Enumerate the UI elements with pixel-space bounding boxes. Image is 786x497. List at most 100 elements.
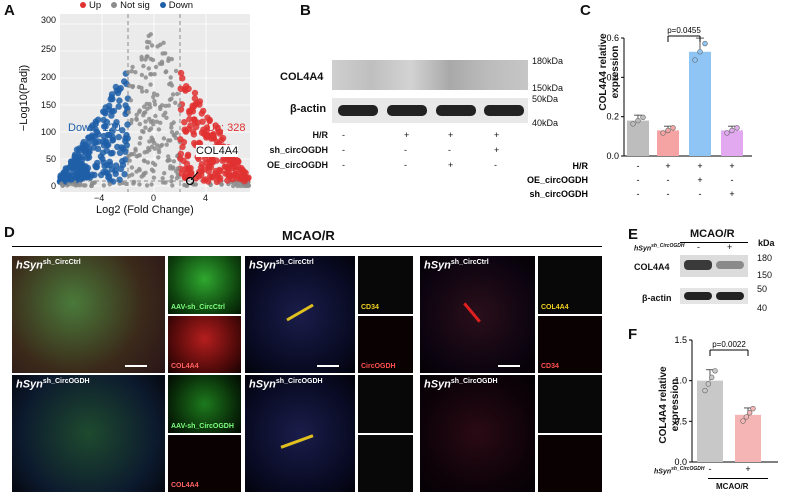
volcano-point xyxy=(156,149,162,155)
volcano-point xyxy=(137,121,142,127)
volcano-points xyxy=(56,32,252,189)
volcano-point xyxy=(134,117,139,122)
volcano-point xyxy=(129,165,135,170)
volcano-point xyxy=(177,136,184,143)
volcano-point xyxy=(219,182,224,187)
x-tick-label: - xyxy=(709,464,712,474)
volcano-point xyxy=(168,166,173,171)
blot-actin xyxy=(332,98,528,123)
volcano-point xyxy=(217,167,224,175)
kda-label: kDa xyxy=(758,238,775,248)
volcano-point xyxy=(121,171,128,178)
volcano-point xyxy=(85,134,92,141)
volcano-point xyxy=(166,138,171,143)
volcano-point xyxy=(205,178,212,185)
micrograph-col4a4-panel: COL4A4 xyxy=(538,256,602,314)
volcano-point xyxy=(99,155,106,163)
volcano-point xyxy=(113,162,120,169)
volcano-point xyxy=(155,143,160,148)
volcano-point xyxy=(177,103,182,108)
volcano-point xyxy=(162,171,167,176)
condition-sign: - xyxy=(699,189,702,199)
legend-notsig: Not sig xyxy=(111,0,150,11)
volcano-point xyxy=(150,139,155,144)
y-tick-label: 0.0 xyxy=(674,457,687,467)
lane-sign: - xyxy=(697,242,700,252)
up-count: Up: 328 xyxy=(207,122,246,134)
volcano-point xyxy=(84,154,91,162)
volcano-point xyxy=(143,75,148,80)
volcano-point xyxy=(101,162,108,170)
data-point xyxy=(750,405,756,412)
volcano-point xyxy=(145,54,150,59)
mw-marker: 50kDa xyxy=(532,94,559,104)
data-point xyxy=(743,414,750,420)
volcano-point xyxy=(170,183,175,188)
volcano-point xyxy=(114,143,121,151)
condition-sign: + xyxy=(697,175,702,185)
e-band-col4a4: COL4A4 xyxy=(634,262,670,272)
volcano-point xyxy=(133,70,138,75)
x-tick: 0 xyxy=(151,193,157,203)
volcano-point xyxy=(233,172,240,179)
volcano-point xyxy=(169,174,175,180)
volcano-point xyxy=(81,148,89,155)
bar-chart-f: 0.0 0.5 1.0 1.5 p=0.0022 - + xyxy=(674,335,778,474)
volcano-point xyxy=(92,139,100,146)
y-tick-label: 0.4 xyxy=(606,72,619,82)
condition-sign: + xyxy=(494,130,500,140)
volcano-point xyxy=(173,135,179,141)
volcano-point xyxy=(57,174,64,181)
volcano-point xyxy=(229,158,236,165)
volcano-point xyxy=(103,118,111,126)
data-point xyxy=(702,387,708,394)
volcano-point xyxy=(182,128,190,135)
condition-sign: + xyxy=(697,161,702,171)
volcano-point xyxy=(147,116,152,122)
data-point xyxy=(729,127,735,134)
volcano-point xyxy=(159,103,165,108)
data-point xyxy=(702,40,708,47)
scale-bar xyxy=(125,365,147,367)
micrograph-ctrl-red: COL4A4 xyxy=(168,316,241,373)
volcano-point xyxy=(144,89,149,94)
volcano-point xyxy=(130,64,135,70)
volcano-point xyxy=(169,83,175,88)
volcano-point xyxy=(171,120,176,125)
volcano-point xyxy=(166,154,171,159)
volcano-point xyxy=(149,182,154,187)
bar xyxy=(697,380,723,462)
mw-marker: 50 xyxy=(757,284,768,294)
mw-marker: 40kDa xyxy=(532,118,559,128)
volcano-point xyxy=(148,105,153,110)
condition-sign: - xyxy=(342,145,345,155)
data-point xyxy=(692,57,698,63)
volcano-point xyxy=(131,181,136,186)
condition-sign: - xyxy=(342,160,345,170)
y-tick-label: 0.5 xyxy=(674,416,687,426)
volcano-point xyxy=(196,98,204,105)
condition-sign: - xyxy=(667,189,670,199)
volcano-point xyxy=(179,75,186,82)
data-point xyxy=(724,130,730,136)
row-label: sh_circOGDH xyxy=(529,189,588,199)
condition-sign: + xyxy=(494,145,500,155)
y-tick: 150 xyxy=(40,100,56,110)
volcano-point xyxy=(148,82,153,87)
micrograph-ogdh-cd34: hSynsh_CircOGDH xyxy=(245,375,355,492)
y-tick: 200 xyxy=(40,72,56,82)
col4a4-gene-label: COL4A4 xyxy=(196,145,239,157)
volcano-point xyxy=(152,98,157,104)
micrograph-cd34-panel: CD34 xyxy=(358,256,413,314)
volcano-point xyxy=(173,68,179,74)
down-count: Down: 120 xyxy=(68,122,121,134)
volcano-point xyxy=(136,153,141,158)
volcano-point xyxy=(134,112,139,118)
volcano-point xyxy=(115,103,122,110)
volcano-plot xyxy=(56,14,252,192)
panel-label-d: D xyxy=(4,224,15,241)
volcano-point xyxy=(190,128,197,135)
condition-sign: - xyxy=(494,160,497,170)
x-tick: −4 xyxy=(94,193,105,203)
volcano-point xyxy=(170,92,176,97)
